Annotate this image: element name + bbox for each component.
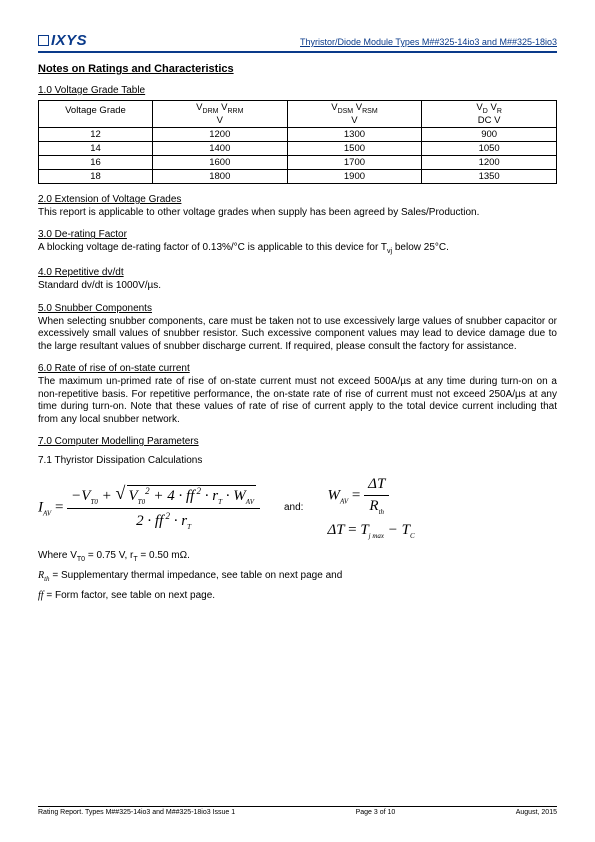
section-2-text: This report is applicable to other volta… — [38, 207, 557, 220]
section-6-heading: 6.0 Rate of rise of on-state current — [38, 363, 557, 374]
section-5-text: When selecting snubber components, care … — [38, 316, 557, 354]
table-header: VDRM VRRMV — [152, 101, 287, 128]
table-header: VD VRDC V — [422, 101, 557, 128]
table-row: 18180019001350 — [39, 169, 557, 183]
section-2-heading: 2.0 Extension of Voltage Grades — [38, 194, 557, 205]
page-header: IXYS Thyristor/Diode Module Types M##325… — [38, 32, 557, 53]
section-6-text: The maximum un-primed rate of rise of on… — [38, 376, 557, 426]
section-4-heading: 4.0 Repetitive dv/dt — [38, 267, 557, 278]
page-title: Notes on Ratings and Characteristics — [38, 63, 557, 75]
footer-center: Page 3 of 10 — [356, 809, 396, 816]
doc-type: Thyristor/Diode Module Types M##325-14io… — [300, 37, 557, 47]
table-header: Voltage Grade — [39, 101, 153, 128]
section-4-text: Standard dv/dt is 1000V/µs. — [38, 280, 557, 293]
where-line: Where VT0 = 0.75 V, rT = 0.50 mΩ. — [38, 550, 557, 565]
formula-right: WAV = ΔT Rth ΔT = Tj max − TC — [327, 476, 414, 540]
ff-line: ff = Form factor, see table on next page… — [38, 590, 557, 603]
table-row: 1212001300900 — [39, 127, 557, 141]
and-label: and: — [284, 502, 303, 513]
section-3-heading: 3.0 De-rating Factor — [38, 229, 557, 240]
section-7-heading: 7.0 Computer Modelling Parameters — [38, 436, 557, 447]
table-row: 14140015001050 — [39, 141, 557, 155]
table-row: 16160017001200 — [39, 155, 557, 169]
section-1-heading: 1.0 Voltage Grade Table — [38, 85, 557, 96]
rth-line: Rth = Supplementary thermal impedance, s… — [38, 570, 557, 584]
section-5-heading: 5.0 Snubber Components — [38, 303, 557, 314]
footer-left: Rating Report. Types M##325-14io3 and M#… — [38, 809, 235, 816]
section-7-sub: 7.1 Thyristor Dissipation Calculations — [38, 455, 557, 468]
table-header: VDSM VRSMV — [287, 101, 422, 128]
section-3-text: A blocking voltage de-rating factor of 0… — [38, 242, 557, 257]
logo-text: IXYS — [51, 32, 87, 49]
page-footer: Rating Report. Types M##325-14io3 and M#… — [38, 806, 557, 816]
voltage-grade-table: Voltage Grade VDRM VRRMV VDSM VRSMV VD V… — [38, 100, 557, 184]
formula-row: IAV = −VT0 + VT02 + 4 · ff 2 · rT · WAV … — [38, 476, 557, 540]
logo: IXYS — [38, 32, 87, 49]
footer-right: August, 2015 — [516, 809, 557, 816]
formula-iav: IAV = −VT0 + VT02 + 4 · ff 2 · rT · WAV … — [38, 485, 260, 531]
